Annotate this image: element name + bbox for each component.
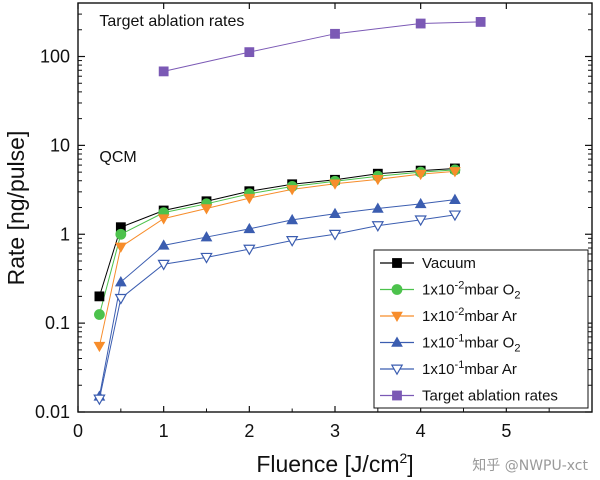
series-line-4 xyxy=(98,214,456,400)
data-point xyxy=(157,259,170,271)
y-tick-label: 0.01 xyxy=(35,402,70,422)
series-line-3 xyxy=(98,199,455,397)
data-point xyxy=(243,193,256,205)
x-tick-label: 4 xyxy=(416,421,426,441)
series-line-2 xyxy=(98,170,455,347)
data-point xyxy=(475,17,486,27)
data-point xyxy=(158,66,169,77)
legend-marker xyxy=(392,258,402,268)
legend-marker xyxy=(391,311,403,322)
legend-marker xyxy=(390,364,404,376)
legend: Vacuum 1x10-2mbar O2 1x10-2mbar Ar 1x10-1mb… xyxy=(373,249,589,409)
data-point xyxy=(286,185,299,196)
y-tick-label: 1 xyxy=(60,224,70,244)
data-point xyxy=(285,236,299,247)
watermark: 知乎 @NWPU-xct xyxy=(472,457,588,474)
series-markers xyxy=(93,17,486,406)
legend-marker xyxy=(391,336,403,347)
data-point xyxy=(449,167,461,178)
x-tick-label: 2 xyxy=(244,421,254,441)
data-point xyxy=(244,47,255,58)
x-tick-label: 5 xyxy=(501,421,511,441)
data-point xyxy=(114,242,127,253)
series-line-0 xyxy=(98,167,455,297)
data-point xyxy=(94,291,105,302)
data-point xyxy=(200,204,213,215)
y-axis-title: Rate [ng/pulse] xyxy=(3,131,29,286)
data-point xyxy=(157,214,170,225)
data-point xyxy=(286,213,299,225)
data-point xyxy=(329,179,341,190)
data-point xyxy=(115,228,127,240)
data-point xyxy=(200,252,213,264)
data-point xyxy=(93,341,106,353)
data-point xyxy=(243,244,256,256)
series-line-1 xyxy=(98,169,455,315)
data-point xyxy=(371,202,384,213)
annotation-qcm: QCM xyxy=(99,149,136,166)
x-axis-title: Fluence [J/cm2] xyxy=(256,450,413,477)
data-point xyxy=(328,229,342,241)
data-point xyxy=(415,18,426,29)
data-point xyxy=(330,28,340,39)
legend-label: 1x10-2mbar Ar xyxy=(422,306,517,325)
data-point xyxy=(449,193,461,204)
axis-ticks: 0 1 2 3 4 5 0.01 0.1 1 10 100 xyxy=(35,3,592,441)
data-point xyxy=(414,197,427,209)
data-point xyxy=(371,221,385,233)
y-tick-label: 100 xyxy=(40,47,70,67)
y-tick-label: 10 xyxy=(50,135,70,155)
legend-marker xyxy=(392,390,402,401)
data-point xyxy=(329,207,341,219)
y-tick-label: 0.1 xyxy=(45,313,70,333)
annotation-target-ablation: Target ablation rates xyxy=(99,13,244,30)
legend-marker xyxy=(391,284,403,295)
data-point xyxy=(200,231,213,242)
data-point xyxy=(243,222,256,234)
data-point xyxy=(94,309,105,320)
data-point xyxy=(93,394,106,406)
data-point xyxy=(114,293,128,305)
data-point xyxy=(414,169,427,181)
x-tick-label: 3 xyxy=(330,421,340,441)
legend-label: 1x10-2mbar O2 xyxy=(422,280,520,302)
legend-label: 1x10-1mbar Ar xyxy=(422,359,517,378)
data-point xyxy=(157,239,170,250)
x-tick-label: 1 xyxy=(159,421,169,441)
data-point xyxy=(114,276,127,287)
data-point xyxy=(448,210,462,222)
legend-label: Vacuum xyxy=(422,255,476,272)
legend-label: Target ablation rates xyxy=(422,388,558,405)
legend-label: 1x10-1mbar O2 xyxy=(422,333,520,355)
x-tick-label: 0 xyxy=(73,421,83,441)
data-point xyxy=(414,215,427,227)
data-point xyxy=(371,175,384,186)
legend-box xyxy=(373,249,589,409)
